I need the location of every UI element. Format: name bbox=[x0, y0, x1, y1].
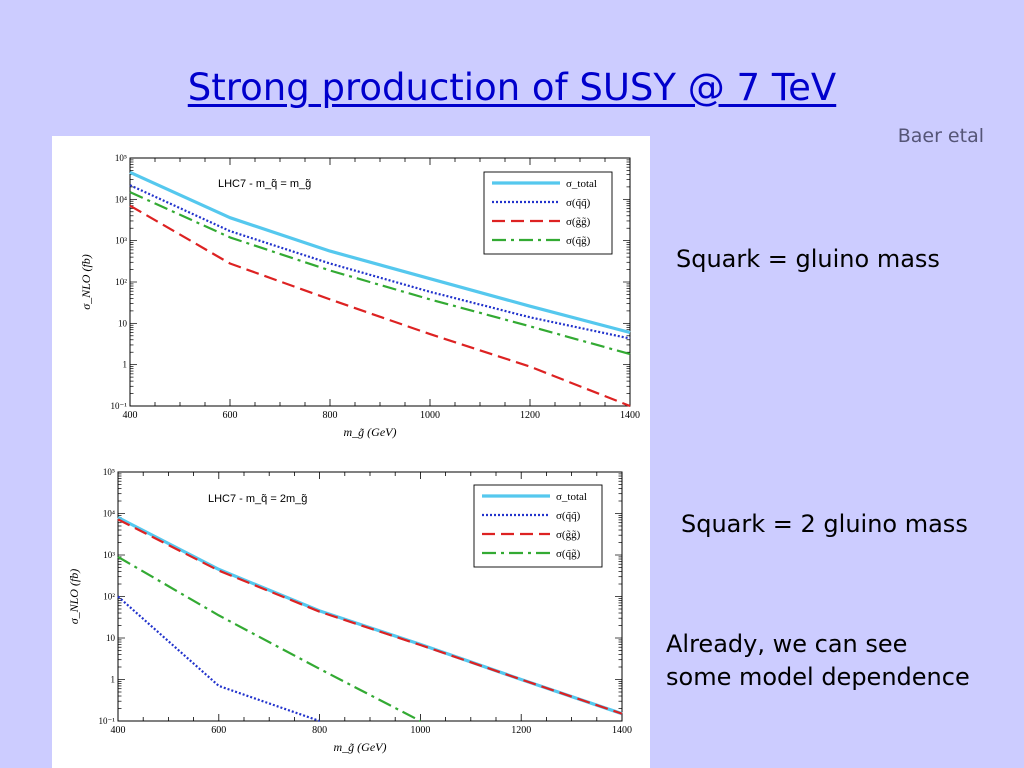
legend-label: σ_total bbox=[556, 491, 587, 503]
x-tick-label: 1400 bbox=[620, 410, 640, 421]
y-tick-label: 10⁴ bbox=[115, 194, 127, 204]
y-tick-label: 1 bbox=[123, 360, 128, 370]
chart-1: 400 600 800 1000 1200 1400 10⁻¹ 1 10 10² 10³ 10⁴ 10⁵… bbox=[79, 153, 640, 439]
note-equal-mass: Squark = gluino mass bbox=[676, 245, 940, 273]
y-tick-label: 10⁵ bbox=[115, 153, 127, 163]
x-tick-label: 600 bbox=[223, 410, 238, 421]
series-line-2 bbox=[117, 595, 320, 723]
y-tick-label: 1 bbox=[111, 675, 116, 685]
slide-title: Strong production of SUSY @ 7 TeV bbox=[187, 66, 837, 109]
figure-panel: 400 600 800 1000 1200 1400 10⁻¹ 1 10 10² 10³ 10⁴ 10⁵… bbox=[52, 136, 650, 768]
legend-label: σ(q̃q̃) bbox=[566, 197, 591, 209]
y-tick-label: 10² bbox=[115, 277, 127, 287]
legend-label: σ(g̃g̃) bbox=[566, 216, 591, 228]
y-tick-label: 10⁻¹ bbox=[99, 716, 116, 726]
note-model-line-1: Already, we can see bbox=[666, 630, 908, 658]
x-tick-label: 1200 bbox=[511, 725, 531, 736]
chart-annotation: LHC7 - m_q̃ = m_g̃ bbox=[218, 178, 311, 190]
legend-label: σ(q̃q̃) bbox=[556, 510, 581, 522]
y-tick-label: 10 bbox=[118, 318, 128, 328]
legend-label: σ_total bbox=[566, 178, 597, 190]
y-tick-label: 10⁻¹ bbox=[111, 401, 128, 411]
y-tick-label: 10⁵ bbox=[103, 467, 115, 477]
citation: Baer etal bbox=[897, 125, 984, 147]
note-model-dependence: Already, we can see some model dependenc… bbox=[666, 628, 970, 694]
series-line-3 bbox=[117, 518, 623, 715]
x-tick-label: 600 bbox=[211, 725, 226, 736]
y-axis-label: σ_NLO (fb) bbox=[79, 254, 93, 310]
x-axis-label: m_g̃ (GeV) bbox=[344, 425, 397, 439]
series-line-4 bbox=[117, 555, 421, 722]
series-line-4 bbox=[129, 191, 631, 356]
x-tick-label: 400 bbox=[111, 725, 126, 736]
x-tick-label: 800 bbox=[312, 725, 327, 736]
y-tick-label: 10² bbox=[103, 592, 115, 602]
x-tick-label: 1000 bbox=[420, 410, 440, 421]
chart-annotation: LHC7 - m_q̃ = 2m_g̃ bbox=[208, 493, 307, 505]
x-tick-label: 1200 bbox=[520, 410, 540, 421]
x-tick-label: 800 bbox=[323, 410, 338, 421]
cross-section-figure: 400 600 800 1000 1200 140010⁻¹11010²10³10⁴10⁵… bbox=[67, 153, 640, 754]
note-model-line-2: some model dependence bbox=[666, 663, 970, 691]
x-tick-label: 400 bbox=[123, 410, 138, 421]
y-tick-label: 10³ bbox=[103, 550, 115, 560]
series-line-1 bbox=[129, 170, 631, 335]
y-tick-label: 10 bbox=[106, 633, 116, 643]
legend-label: σ(g̃g̃) bbox=[556, 529, 581, 541]
legend-label: σ(q̃g̃) bbox=[556, 548, 581, 560]
chart-2: 400 600 800 1000 1200 1400 10⁻¹ 1 10 10² 10³ 10⁴ 10⁵… bbox=[67, 467, 632, 754]
y-axis-label: σ_NLO (fb) bbox=[67, 569, 81, 625]
x-tick-label: 1400 bbox=[612, 725, 632, 736]
x-axis-label: m_g̃ (GeV) bbox=[334, 740, 387, 754]
y-tick-label: 10⁴ bbox=[103, 509, 115, 519]
x-tick-label: 1000 bbox=[410, 725, 430, 736]
note-double-mass: Squark = 2 gluino mass bbox=[681, 510, 968, 538]
legend-label: σ(q̃g̃) bbox=[566, 235, 591, 247]
y-tick-label: 10³ bbox=[115, 236, 127, 246]
series-line-3 bbox=[129, 204, 631, 408]
